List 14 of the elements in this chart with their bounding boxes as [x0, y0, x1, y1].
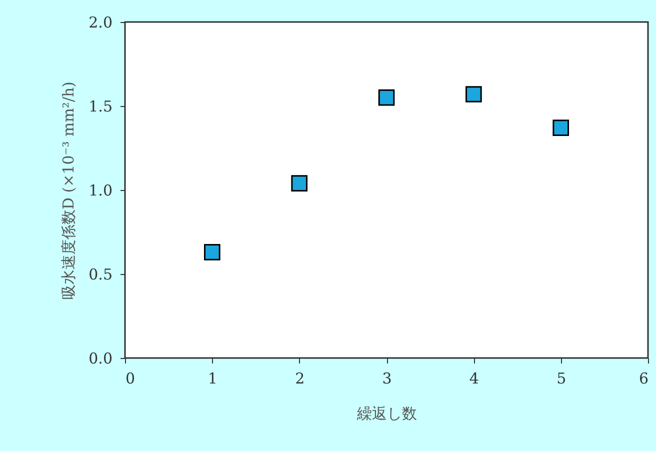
- y-tick-label: 1.5: [88, 98, 112, 116]
- x-tick-label: 3: [382, 370, 392, 388]
- y-tick-label: 2.0: [88, 14, 112, 32]
- x-tick-label: 1: [208, 370, 218, 388]
- y-tick-label: 0.0: [88, 350, 112, 368]
- x-tick-label: 2: [295, 370, 305, 388]
- y-tick-label: 0.5: [88, 266, 112, 284]
- x-tick-label: 0: [126, 370, 136, 388]
- x-tick-label: 4: [469, 370, 479, 388]
- x-axis-title: 繰返し数: [356, 404, 417, 422]
- y-axis-title: 吸水速度係数D (×10⁻³ mm²/h): [60, 81, 78, 300]
- x-tick-label: 5: [556, 370, 566, 388]
- y-tick-label: 1.0: [88, 182, 112, 200]
- x-tick-label: 6: [638, 370, 648, 388]
